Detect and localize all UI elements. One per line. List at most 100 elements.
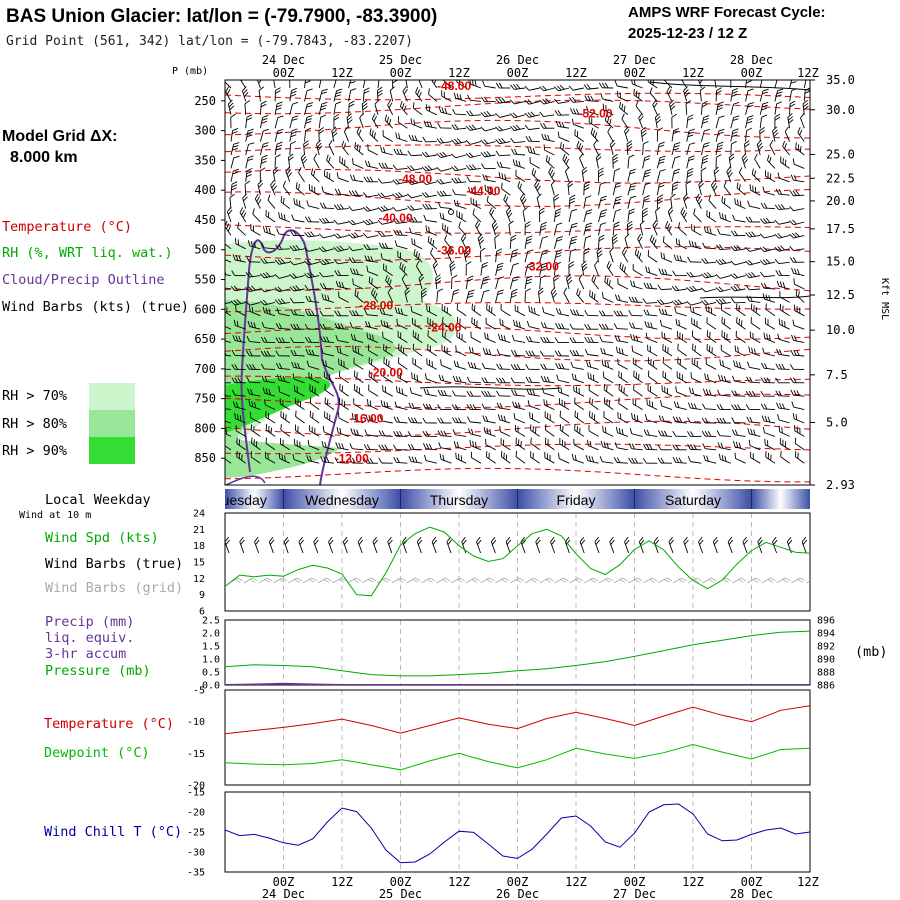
wind-barb <box>496 390 511 397</box>
wind-barb <box>461 536 467 554</box>
wind-barb <box>659 319 673 330</box>
wind-barb <box>671 113 678 129</box>
wind-barb <box>406 193 423 199</box>
wind-barb <box>451 153 467 159</box>
time-height-section: -48.00 -52.00 -48.00 -44.00 -40.00 -36.00 -32.… <box>194 73 855 492</box>
wind-barb <box>363 176 378 183</box>
wind-barb <box>291 214 305 223</box>
wind-barb <box>766 154 776 169</box>
wind-barb <box>539 111 555 117</box>
wind-barb <box>439 212 452 223</box>
wind-barb <box>748 346 761 357</box>
wind-barb <box>495 289 504 303</box>
wind-barb <box>304 80 311 89</box>
wind-barb <box>245 114 253 129</box>
wind-barb <box>379 415 393 424</box>
wind-barb <box>695 193 703 209</box>
wind-barb <box>730 140 737 156</box>
wind-barb <box>248 305 261 317</box>
wind-barb <box>598 234 605 249</box>
wind-barb <box>455 345 467 357</box>
wind-barb <box>250 451 261 464</box>
wind-barb <box>598 222 607 236</box>
wind-barb <box>291 361 305 370</box>
wind-barb <box>793 304 805 317</box>
wind-barb <box>353 370 364 384</box>
wind-barb <box>746 416 761 424</box>
wind-barb <box>245 300 261 306</box>
wind-barb <box>686 300 702 306</box>
wind-barb <box>372 536 378 554</box>
wind-barb <box>630 333 643 344</box>
precip-pressure-panel: 2.5 2.0 1.5 1.0 0.5 0.0 896 894 892 890 888 886 <box>202 616 835 692</box>
wind-barb <box>717 228 731 236</box>
wind-barb <box>274 141 283 156</box>
wind-barb <box>730 80 737 89</box>
wind-barb <box>667 206 674 223</box>
wind-barb <box>393 430 408 437</box>
wind-barb <box>336 172 349 183</box>
wind-barb <box>646 399 658 411</box>
pressure-tick-label: 400 <box>194 183 216 197</box>
wind-barb <box>423 120 437 129</box>
wind-barb <box>700 154 709 169</box>
wind-barb <box>524 262 534 276</box>
wind-barb <box>587 372 599 384</box>
wind-barb <box>348 80 357 89</box>
wind-barb <box>653 536 660 554</box>
wind-barb <box>680 207 688 223</box>
wind-barb <box>642 195 650 209</box>
legend-rh70-swatch <box>89 383 135 410</box>
wind-barb <box>525 335 540 344</box>
bottom-hour-label: 00Z <box>624 875 646 889</box>
wind-barb <box>230 299 246 306</box>
model-grid-label: Model Grid ΔX: <box>2 128 118 145</box>
wind-barb <box>283 536 290 554</box>
wind-barb <box>409 387 423 397</box>
legend-precip-liq: liq. equiv. <box>45 630 134 646</box>
wind-barb <box>628 577 643 584</box>
precip-tick-label: 2.0 <box>202 629 220 640</box>
wind-barb <box>600 347 614 357</box>
wind-barb <box>794 450 805 464</box>
wind-barb <box>515 169 526 183</box>
wind-barb <box>259 154 268 169</box>
wind-barb <box>772 126 779 142</box>
wind-barb <box>643 577 658 584</box>
top-hour-label: 00Z <box>624 66 646 80</box>
wind-barb <box>289 101 299 115</box>
wind-barb <box>568 248 577 263</box>
wind-barb <box>362 87 370 102</box>
wind-barb <box>522 206 528 223</box>
wind-barb <box>471 303 482 317</box>
wind-barb <box>458 221 467 236</box>
wind-barb <box>613 310 628 317</box>
wind-barb <box>306 360 320 370</box>
wind-speed-line <box>225 526 810 597</box>
wind-barb <box>423 454 437 464</box>
wind-barb <box>334 457 349 464</box>
wind-barb <box>510 377 526 384</box>
wind-barb <box>727 536 734 554</box>
wind-barb <box>370 288 379 303</box>
wind-barb <box>660 252 673 263</box>
wind-barb <box>470 331 482 343</box>
wind-barb <box>481 390 496 397</box>
wind-barb <box>226 206 233 223</box>
wind-barb <box>756 139 764 156</box>
wind-barb <box>236 450 246 464</box>
wind-barb <box>456 80 467 89</box>
wind-barb <box>598 82 614 89</box>
weekday-cell <box>225 489 284 509</box>
wind-barb <box>453 92 467 102</box>
wind-barb <box>705 358 717 370</box>
wind-barb <box>732 214 746 223</box>
wind-barb <box>495 97 511 104</box>
wind-barb <box>451 404 467 411</box>
wind-barb <box>544 451 555 464</box>
wind-barb <box>675 238 687 250</box>
wind-barb <box>621 247 629 263</box>
wind-barb <box>628 443 643 451</box>
wind-barb <box>366 399 379 411</box>
wind-barb <box>276 228 290 236</box>
